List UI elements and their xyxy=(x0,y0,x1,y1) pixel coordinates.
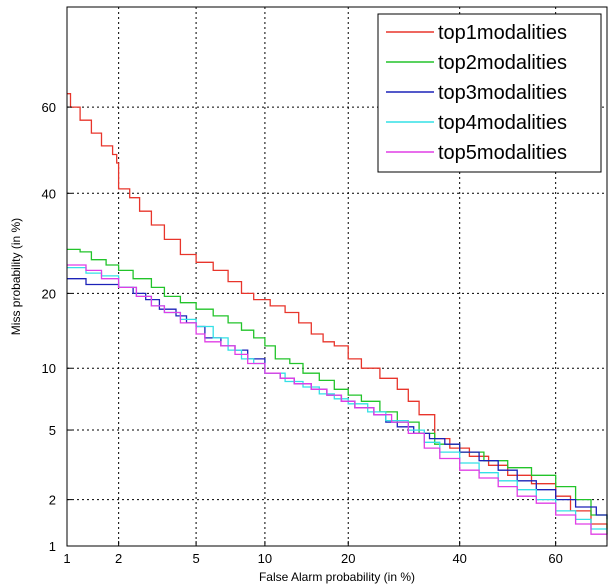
x-tick-label: 5 xyxy=(192,551,199,566)
x-tick-label: 10 xyxy=(258,551,272,566)
legend-label: top2modalities xyxy=(438,52,567,74)
plot-frame xyxy=(66,6,608,547)
series-line-top2modalities xyxy=(67,248,608,529)
y-tick-label: 2 xyxy=(49,493,56,508)
legend-label: top1modalities xyxy=(438,22,567,44)
x-tick-label: 60 xyxy=(548,551,562,566)
x-axis-label: False Alarm probability (in %) xyxy=(259,570,415,584)
x-tick-label: 2 xyxy=(115,551,122,566)
series-lines xyxy=(67,93,608,540)
axis-ticks: 1 2 5 10 20 40 60 1 2 5 10 20 40 60 xyxy=(42,100,563,566)
x-tick-label: 20 xyxy=(341,551,355,566)
y-axis-label: Miss probability (in %) xyxy=(9,218,23,335)
legend-label: top4modalities xyxy=(438,112,567,134)
y-tick-label: 20 xyxy=(42,286,56,301)
y-tick-label: 40 xyxy=(42,186,56,201)
legend: top1modalities top2modalities top3modaliti… xyxy=(377,13,602,173)
series-line-top5modalities xyxy=(67,264,608,540)
y-tick-label: 10 xyxy=(42,361,56,376)
y-tick-label: 60 xyxy=(42,100,56,115)
x-tick-label: 1 xyxy=(63,551,70,566)
legend-box xyxy=(377,13,602,173)
legend-label: top3modalities xyxy=(438,82,567,104)
y-tick-label: 5 xyxy=(49,423,56,438)
series-line-top1modalities xyxy=(67,93,608,535)
y-tick-label: 1 xyxy=(49,539,56,554)
x-tick-label: 40 xyxy=(452,551,466,566)
legend-label: top5modalities xyxy=(438,142,567,164)
